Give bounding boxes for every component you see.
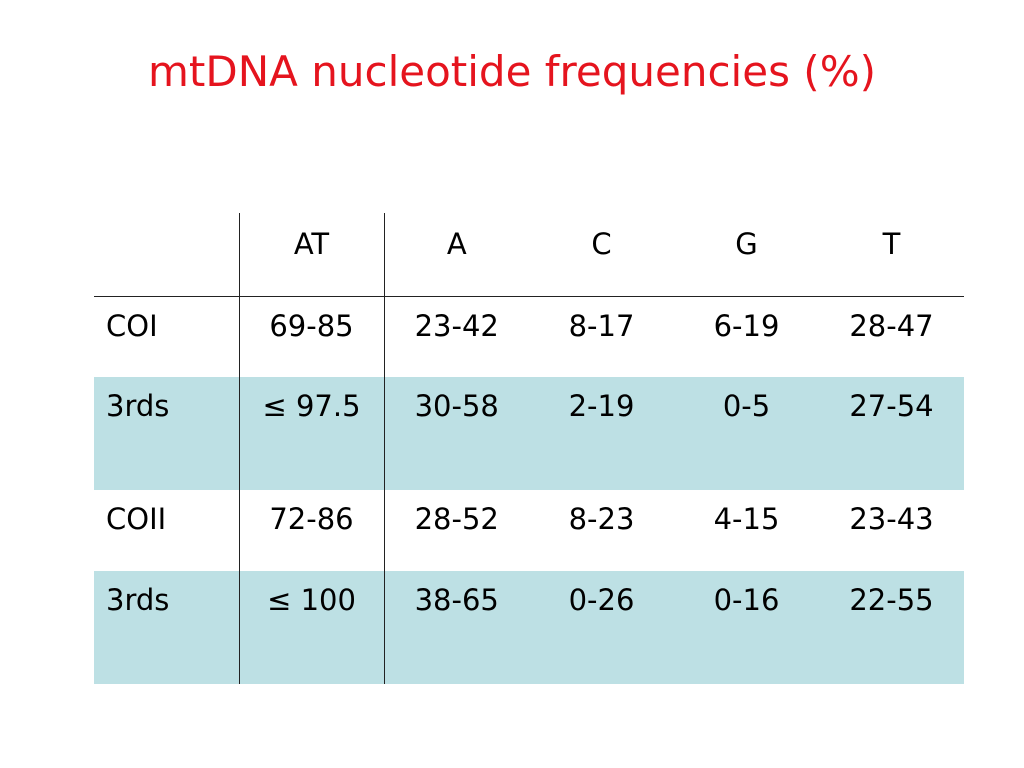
table-cell: 72-86	[239, 490, 385, 571]
table-cell: 2-19	[568, 389, 635, 423]
table-cell: 27-54	[849, 389, 934, 423]
table-row: 3rds ≤ 100 38-65 0-26 0-16 22-55	[94, 571, 964, 684]
table-cell: 23-43	[849, 502, 934, 536]
table-cell: 8-23	[568, 502, 635, 536]
header-cell-a: A	[384, 213, 529, 297]
table-cell: 23-42	[414, 308, 499, 343]
header-cell-c: C	[529, 213, 674, 297]
row-label: 3rds	[94, 571, 240, 684]
table-cell: 0-5	[722, 389, 771, 423]
table-cell: 69-85	[239, 296, 385, 377]
row-label: COI	[94, 296, 240, 377]
header-cell-at: AT	[239, 213, 385, 297]
table-cell: 0-26	[568, 583, 635, 617]
table-cell: 0-16	[713, 583, 780, 617]
header-cell-g: G	[674, 213, 819, 297]
frequency-table-container: AT A C G T COI 69-85 23-42 8-17 6-19 28-…	[94, 213, 964, 684]
table-cell: ≤ 97.5	[239, 377, 385, 490]
page-title: mtDNA nucleotide frequencies (%)	[148, 47, 876, 96]
table-cell: 28-52	[414, 502, 499, 536]
table-cell: 8-17	[568, 308, 635, 343]
header-row: AT A C G T	[94, 213, 964, 297]
table-cell: 38-65	[414, 583, 499, 617]
table-cell: 6-19	[713, 308, 780, 343]
table-cell: ≤ 100	[239, 571, 385, 684]
table-row: COI 69-85 23-42 8-17 6-19 28-47	[94, 296, 964, 377]
header-cell-corner	[94, 213, 240, 297]
table-cell: 4-15	[713, 502, 780, 536]
frequency-table: AT A C G T COI 69-85 23-42 8-17 6-19 28-…	[94, 213, 964, 684]
table-cell: 30-58	[414, 389, 499, 423]
table-row: COII 72-86 28-52 8-23 4-15 23-43	[94, 490, 964, 571]
row-label: 3rds	[94, 377, 240, 490]
table-row: 3rds ≤ 97.5 30-58 2-19 0-5 27-54	[94, 377, 964, 490]
row-label: COII	[94, 490, 240, 571]
table-cell: 28-47	[849, 308, 934, 343]
header-cell-t: T	[819, 213, 964, 297]
table-cell: 22-55	[849, 583, 934, 617]
